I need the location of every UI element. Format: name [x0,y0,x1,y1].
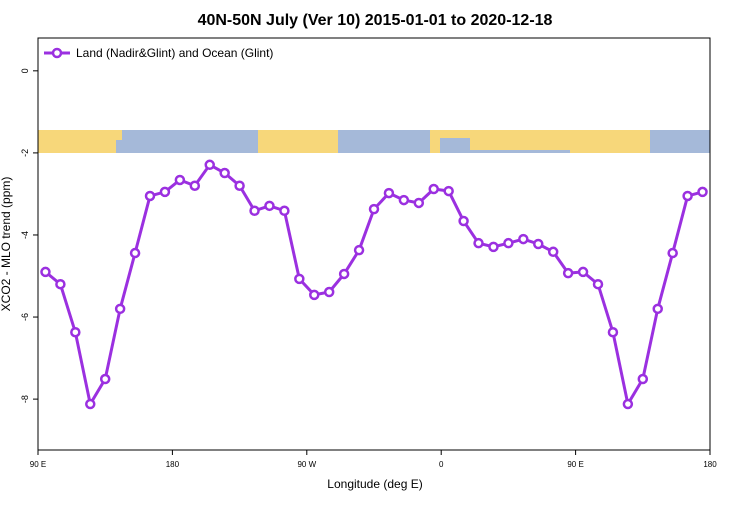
y-tick-label: -8 [20,395,30,403]
point [562,267,574,279]
legend: Land (Nadir&Glint) and Ocean (Glint) [44,46,273,60]
point [219,167,230,179]
y-tick-label: 0 [20,68,30,73]
point [577,266,589,278]
point [55,278,66,290]
y-tick-label: -2 [20,149,30,157]
point [70,326,81,338]
point [697,186,708,198]
point [249,205,260,217]
point [129,247,141,259]
x-tick-label: 90 E [567,460,583,469]
point [592,278,604,290]
legend-marker [51,47,63,59]
y-tick-label: -6 [20,313,30,321]
point [264,200,275,212]
point [622,398,634,410]
point [458,215,469,227]
point [473,237,484,249]
point [144,190,156,202]
point [159,186,171,198]
series-line [44,162,703,409]
map-strip [38,130,710,153]
point [99,373,111,385]
point [189,180,201,191]
point [518,233,529,245]
x-axis-label: Longitude (deg E) [327,477,422,491]
point [637,373,649,385]
point [294,273,305,285]
legend-label: Land (Nadir&Glint) and Ocean (Glint) [76,46,273,60]
point [279,205,290,217]
point [667,247,678,259]
point [85,398,96,410]
plot-frame [37,37,711,451]
point [323,286,335,298]
point [607,326,619,338]
point [40,266,51,278]
point [353,244,365,256]
point [204,159,215,171]
chart-title: 40N-50N July (Ver 10) 2015-01-01 to 2020… [198,12,553,29]
point [443,185,454,197]
point [533,238,544,250]
point [652,303,663,315]
point [368,203,380,215]
x-tick-label: 90 W [297,460,316,469]
point [547,246,559,258]
point [488,241,499,253]
y-axis-label: XCO2 - MLO trend (ppm) [0,177,13,312]
x-tick-label: 0 [439,460,444,469]
point [428,183,439,195]
point [682,190,693,202]
point [398,194,410,206]
point [114,303,126,315]
point [338,268,350,280]
point [383,187,395,199]
x-tick-label: 180 [166,460,180,469]
point [503,237,514,249]
x-tick-label: 180 [703,460,717,469]
point [174,174,186,186]
point [234,180,245,191]
y-tick-label: -4 [20,231,30,239]
point [413,197,425,209]
point [309,289,320,301]
x-tick-label: 90 E [30,460,46,469]
